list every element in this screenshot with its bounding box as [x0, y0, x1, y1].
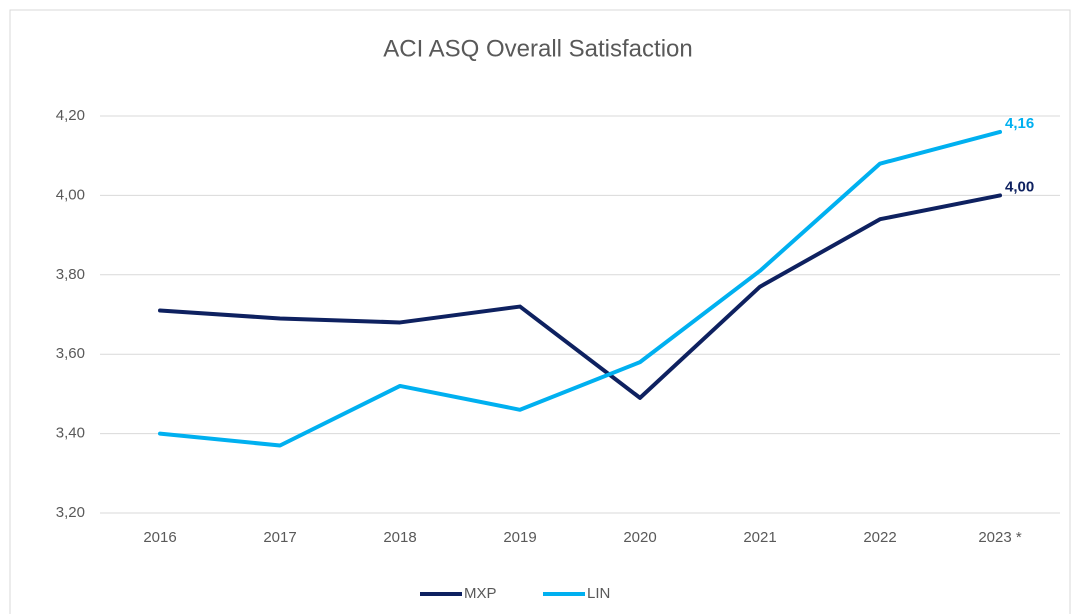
y-tick-label: 4,20 — [56, 107, 85, 124]
y-tick-label: 4,00 — [56, 186, 85, 203]
x-tick-label: 2018 — [383, 529, 416, 546]
x-tick-label: 2019 — [503, 529, 536, 546]
series-line — [158, 193, 1002, 400]
series-line — [158, 129, 1002, 448]
legend-label: LIN — [587, 585, 610, 602]
x-tick-label: 2017 — [263, 529, 296, 546]
y-tick-label: 3,80 — [56, 266, 85, 283]
y-tick-label: 3,40 — [56, 425, 85, 442]
data-label: 4,00 — [1005, 178, 1034, 195]
chart-title: ACI ASQ Overall Satisfaction — [383, 35, 692, 62]
y-tick-label: 3,20 — [56, 504, 85, 521]
x-tick-label: 2022 — [863, 529, 896, 546]
legend-label: MXP — [464, 585, 497, 602]
x-tick-label: 2021 — [743, 529, 776, 546]
y-tick-label: 3,60 — [56, 345, 85, 362]
x-tick-label: 2016 — [143, 529, 176, 546]
data-label: 4,16 — [1005, 115, 1034, 132]
x-tick-label: 2023 * — [978, 529, 1022, 546]
x-tick-label: 2020 — [623, 529, 656, 546]
